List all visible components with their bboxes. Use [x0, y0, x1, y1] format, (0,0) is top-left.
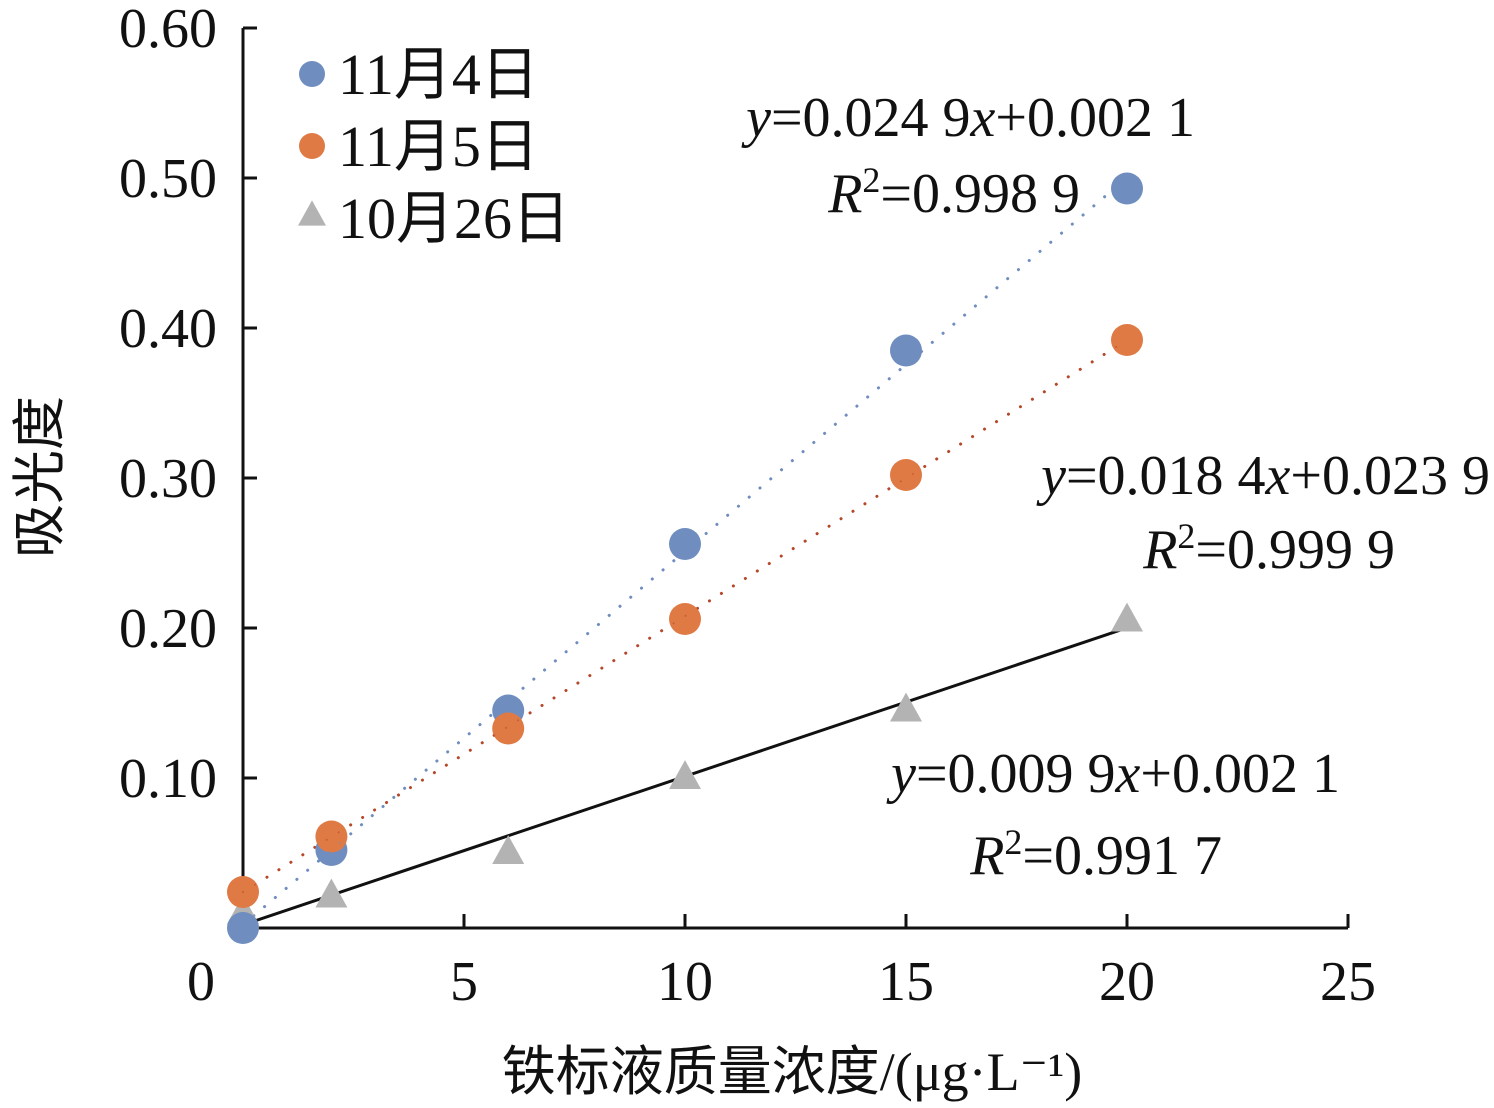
point-s1-3 [669, 603, 701, 635]
x-tick-label-0: 0 [187, 951, 215, 1013]
y-tick-label-4: 0.50 [119, 148, 217, 210]
r-squared-2: R2=0.991 7 [969, 822, 1222, 887]
point-s0-4 [890, 334, 922, 367]
equation-0: y=0.024 9x+0.002 1 [741, 87, 1195, 149]
point-s1-5 [1111, 324, 1143, 356]
r-squared-1: R2=0.999 9 [1142, 516, 1395, 581]
legend-marker-2 [298, 200, 326, 226]
data-points [227, 172, 1143, 944]
x-tick-label-5: 25 [1320, 951, 1376, 1013]
x-tick-label-2: 10 [657, 951, 713, 1013]
legend-marker-1 [299, 133, 325, 159]
fit-line-overlay-1 [242, 339, 1128, 894]
y-tick-label-2: 0.30 [119, 448, 217, 510]
legend-label-2: 10月26日 [338, 186, 570, 251]
axes: 0 5 10 15 20 25 0.10 0.20 0.30 0.40 0.50 0.60 [119, 0, 1376, 1013]
point-s1-2 [492, 712, 525, 745]
point-s2-3 [669, 760, 701, 789]
fit-line-overlay-0 [242, 176, 1128, 926]
x-tick-label-1: 5 [450, 951, 478, 1013]
point-s1-1 [315, 820, 348, 853]
y-tick-label-1: 0.20 [119, 598, 217, 660]
y-tick-label-5: 0.60 [119, 0, 217, 60]
point-s2-5 [1111, 602, 1143, 632]
y-tick-label-0: 0.10 [119, 748, 217, 810]
y-tick-label-3: 0.40 [119, 298, 217, 360]
point-s1-4 [890, 459, 922, 491]
legend-marker-0 [299, 61, 325, 87]
point-s0-3 [669, 528, 701, 560]
x-tick-label-3: 15 [878, 951, 934, 1013]
x-tick-label-4: 20 [1099, 951, 1155, 1013]
r-squared-0: R2=0.998 9 [827, 160, 1080, 225]
point-s0-5 [1111, 172, 1143, 205]
legend-label-0: 11月4日 [338, 42, 539, 107]
x-axis-title: 铁标液质量浓度/(μg·L⁻¹) [502, 1042, 1083, 1102]
point-s2-1 [315, 878, 348, 908]
legend-label-1: 11月5日 [338, 114, 539, 179]
legend: 11月4日 11月5日 10月26日 [298, 42, 570, 251]
point-s2-2 [492, 835, 525, 864]
fit-equations: y=0.024 9x+0.002 1 R2=0.998 9 y=0.018 4x+0… [741, 87, 1490, 887]
point-s0-0 [227, 912, 259, 944]
equation-1: y=0.018 4x+0.023 9 [1036, 445, 1490, 507]
y-axis-title: 吸光度 [10, 396, 70, 558]
point-s2-4 [890, 692, 922, 722]
equation-2: y=0.009 9x+0.002 1 [886, 743, 1340, 805]
